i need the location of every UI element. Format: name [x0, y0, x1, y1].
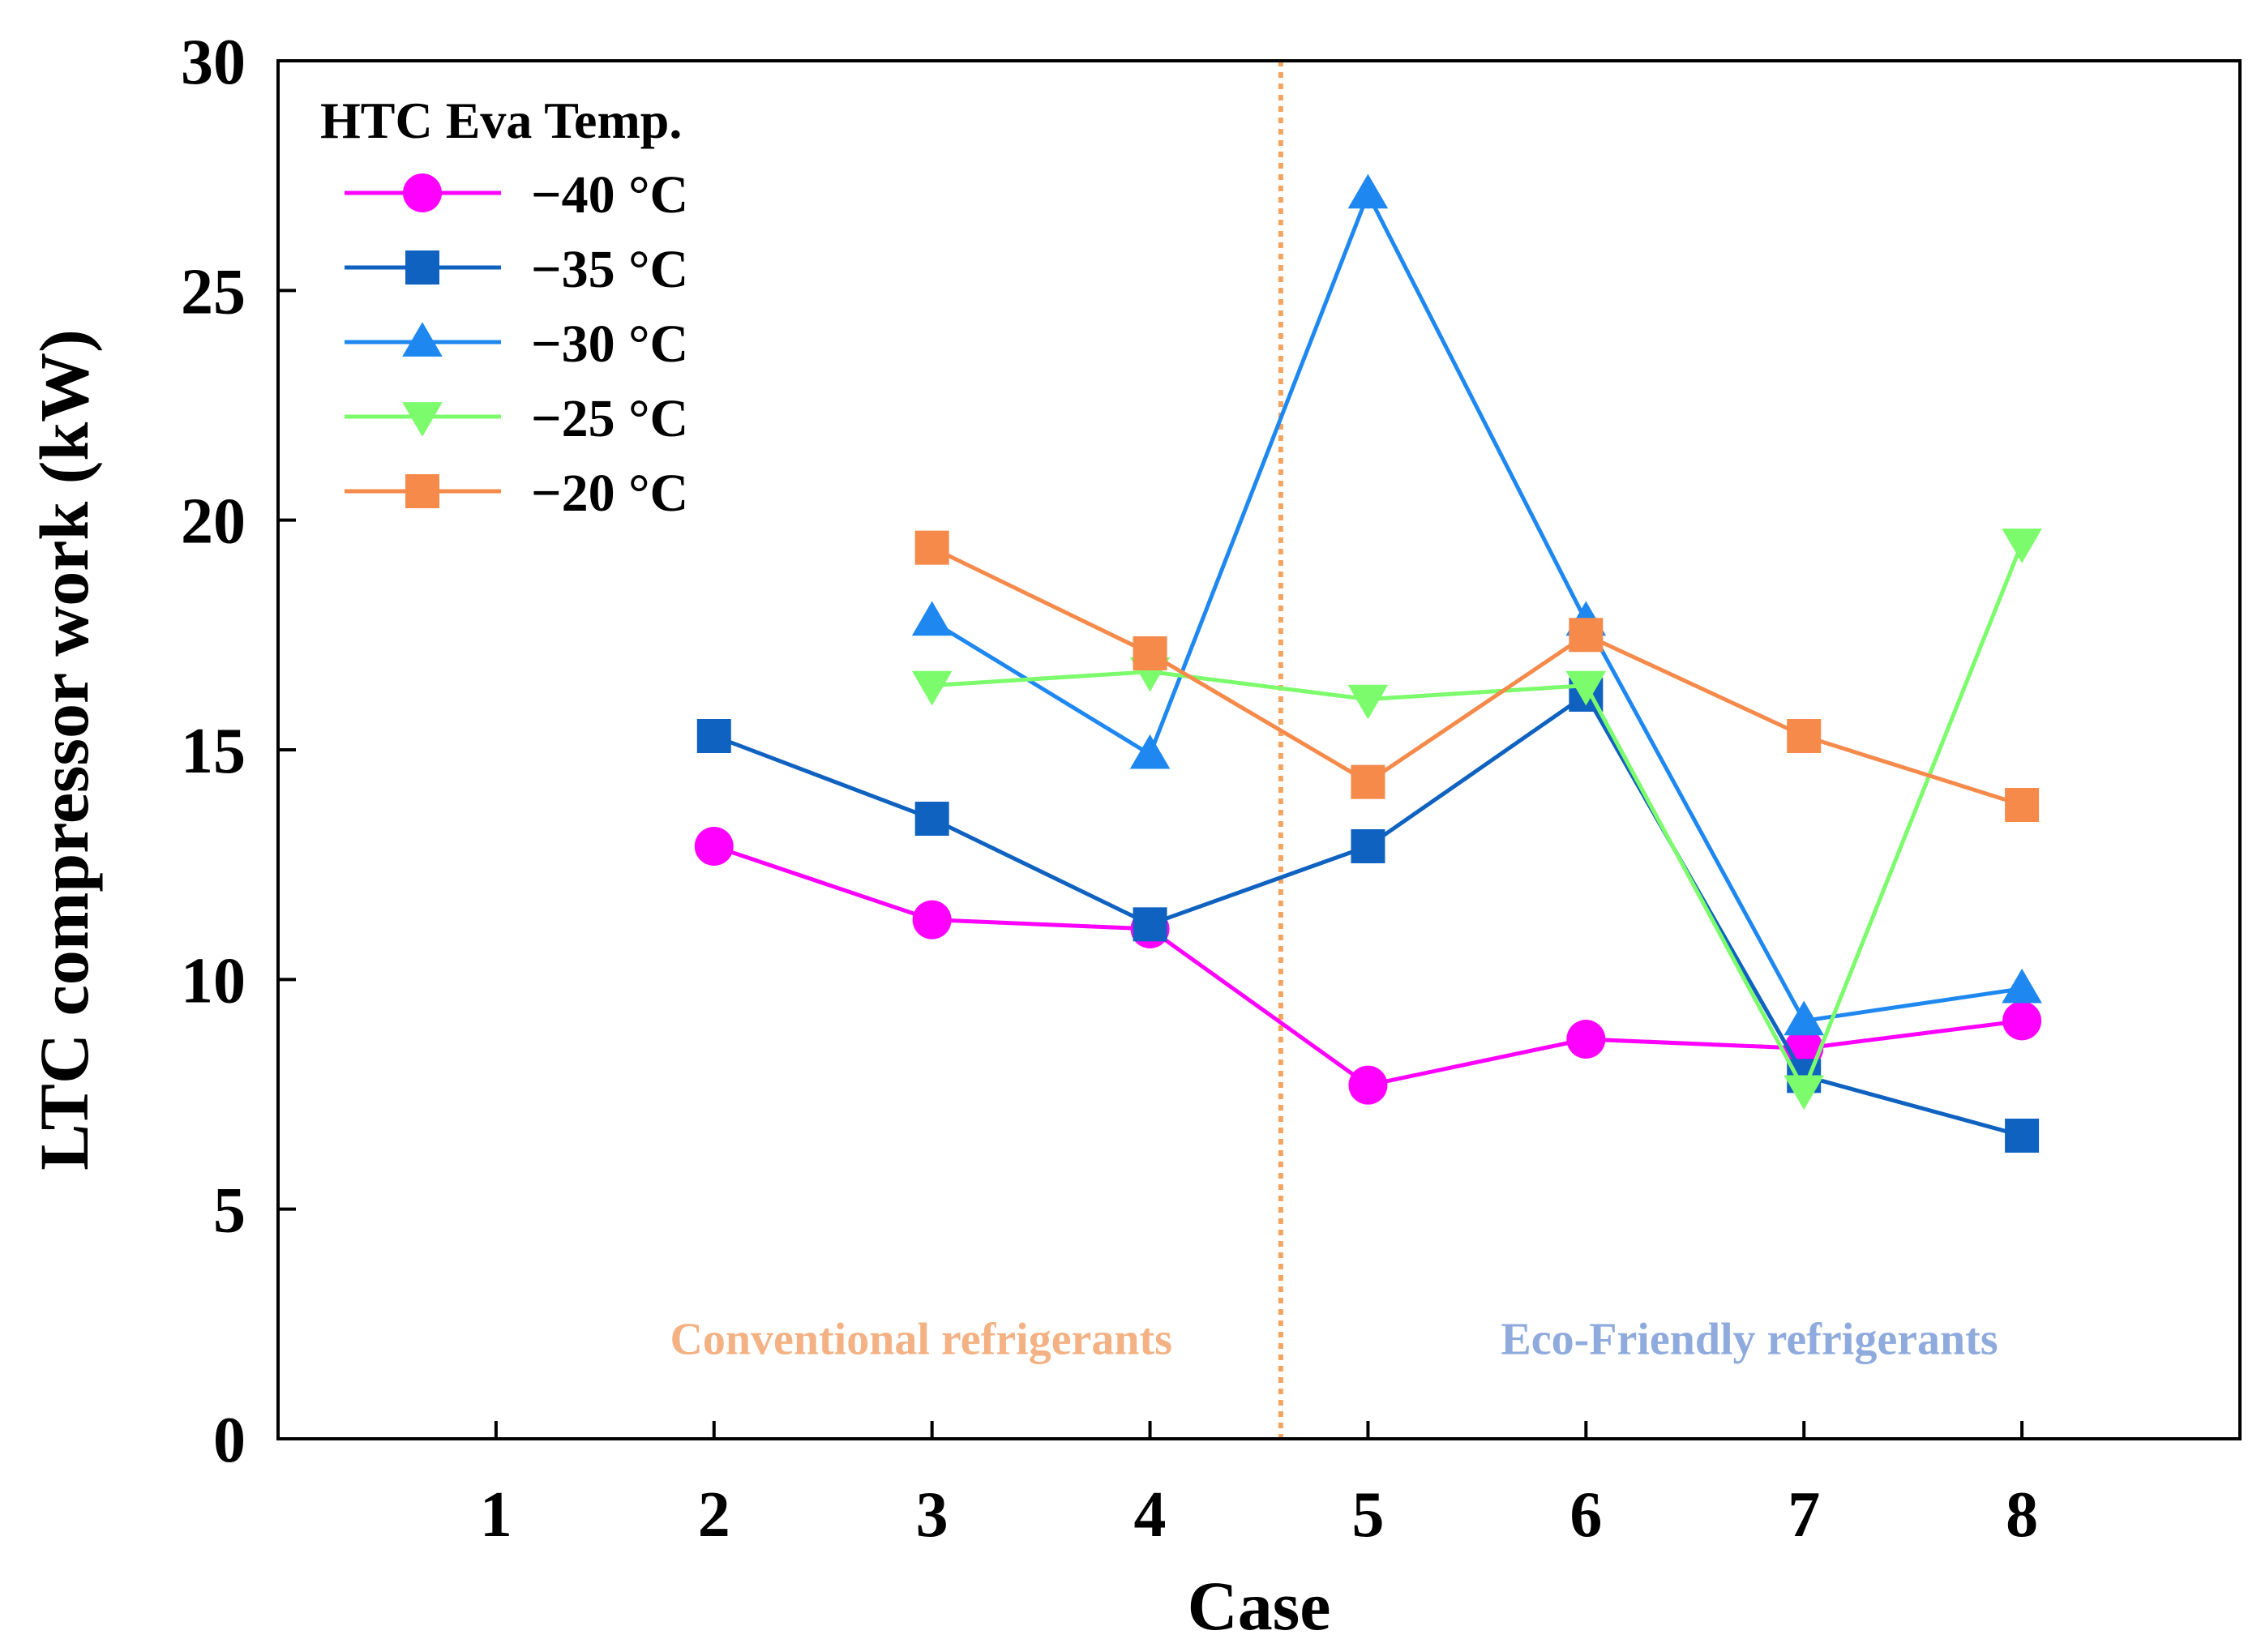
legend-title: HTC Eva Temp.: [320, 92, 682, 149]
series-0: [694, 827, 2042, 1105]
y-axis-title: LTC compressor work (kW): [25, 329, 103, 1171]
y-tick-label: 10: [181, 945, 246, 1016]
y-tick-label: 15: [181, 716, 246, 787]
series-4: [914, 530, 2040, 822]
legend-label: −30 °C: [531, 315, 688, 374]
series-3: [911, 529, 2042, 1111]
data-point: [1347, 684, 1389, 720]
data-point: [2005, 1119, 2040, 1153]
x-tick-label: 1: [480, 1479, 512, 1551]
data-point: [912, 900, 952, 939]
data-point: [2002, 1001, 2042, 1041]
data-point: [1787, 719, 1822, 753]
eco-friendly-refrigerants-label: Eco-Friendly refrigerants: [1501, 1314, 1998, 1364]
data-point: [911, 670, 953, 706]
legend-label: −20 °C: [531, 464, 688, 523]
legend-marker: [405, 474, 439, 508]
x-axis-title: Case: [1188, 1567, 1331, 1645]
series-line: [931, 542, 2024, 1092]
y-tick-label: 5: [213, 1175, 246, 1247]
legend-marker: [402, 402, 443, 437]
data-point: [696, 719, 731, 753]
legend: HTC Eva Temp. −40 °C −35 °C −30 °C −25 °C −2…: [320, 92, 688, 523]
x-tick-label: 3: [916, 1479, 949, 1551]
data-point: [2002, 968, 2042, 1004]
legend-label: −25 °C: [531, 389, 688, 448]
y-tick-label: 20: [181, 486, 246, 558]
data-point: [1133, 907, 1167, 942]
data-point: [1784, 1075, 1825, 1111]
data-point: [914, 530, 949, 565]
legend-marker: [403, 173, 442, 212]
x-tick-label: 8: [2006, 1479, 2038, 1551]
data-point: [1347, 173, 1389, 209]
data-point: [1351, 829, 1385, 863]
series-line: [931, 191, 2023, 1023]
data-point: [2002, 529, 2042, 563]
data-point: [1569, 618, 1604, 653]
series-layer: [694, 173, 2042, 1153]
data-point: [1348, 1065, 1388, 1105]
y-tick-label: 30: [181, 27, 246, 98]
x-tick-label: 4: [1134, 1479, 1167, 1551]
x-tick-label: 5: [1351, 1479, 1384, 1551]
data-point: [694, 827, 734, 866]
conventional-refrigerants-label: Conventional refrigerants: [670, 1314, 1172, 1364]
series-line: [713, 844, 2023, 1088]
data-point: [2005, 788, 2040, 822]
data-point: [1566, 1020, 1606, 1059]
data-point: [1565, 670, 1607, 706]
x-tick-label: 2: [698, 1479, 730, 1551]
data-point: [1784, 1000, 1825, 1036]
y-tick-label: 25: [181, 256, 246, 327]
legend-marker: [405, 250, 439, 285]
data-point: [1133, 636, 1167, 670]
legend-marker: [402, 322, 443, 357]
axes: 0 5 10 15 20 25 30 1 2 3 4 5 6 7 8: [181, 27, 2242, 1551]
x-tick-label: 6: [1569, 1479, 1602, 1551]
series-2: [911, 173, 2042, 1036]
data-point: [914, 802, 949, 836]
y-tick-label: 0: [213, 1405, 246, 1476]
x-tick-label: 7: [1788, 1479, 1820, 1551]
series-line: [931, 546, 2023, 807]
data-point: [1351, 764, 1385, 799]
data-point: [911, 601, 953, 636]
legend-label: −35 °C: [531, 240, 688, 299]
data-point: [1129, 734, 1171, 769]
legend-label: −40 °C: [531, 165, 688, 225]
